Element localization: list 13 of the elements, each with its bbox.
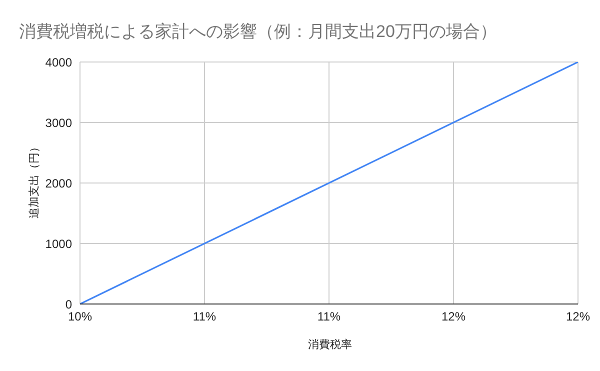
chart-title: 消費税増税による家計への影響（例：月間支出20万円の場合） bbox=[19, 21, 497, 43]
y-axis-title: 追加支出（円） bbox=[28, 142, 42, 218]
y-tick-label: 2000 bbox=[45, 176, 72, 190]
x-tick-label: 12% bbox=[441, 310, 466, 324]
x-tick-label: 11% bbox=[192, 310, 216, 324]
x-tick-label: 11% bbox=[317, 310, 341, 324]
x-tick-label: 10% bbox=[68, 310, 92, 324]
y-tick-label: 3000 bbox=[45, 116, 72, 130]
x-axis-title: 消費税率 bbox=[307, 338, 353, 352]
y-tick-label: 1000 bbox=[45, 236, 72, 251]
y-tick-label: 4000 bbox=[45, 55, 72, 70]
y-tick-label: 0 bbox=[65, 297, 72, 312]
x-tick-label: 12% bbox=[566, 310, 590, 324]
